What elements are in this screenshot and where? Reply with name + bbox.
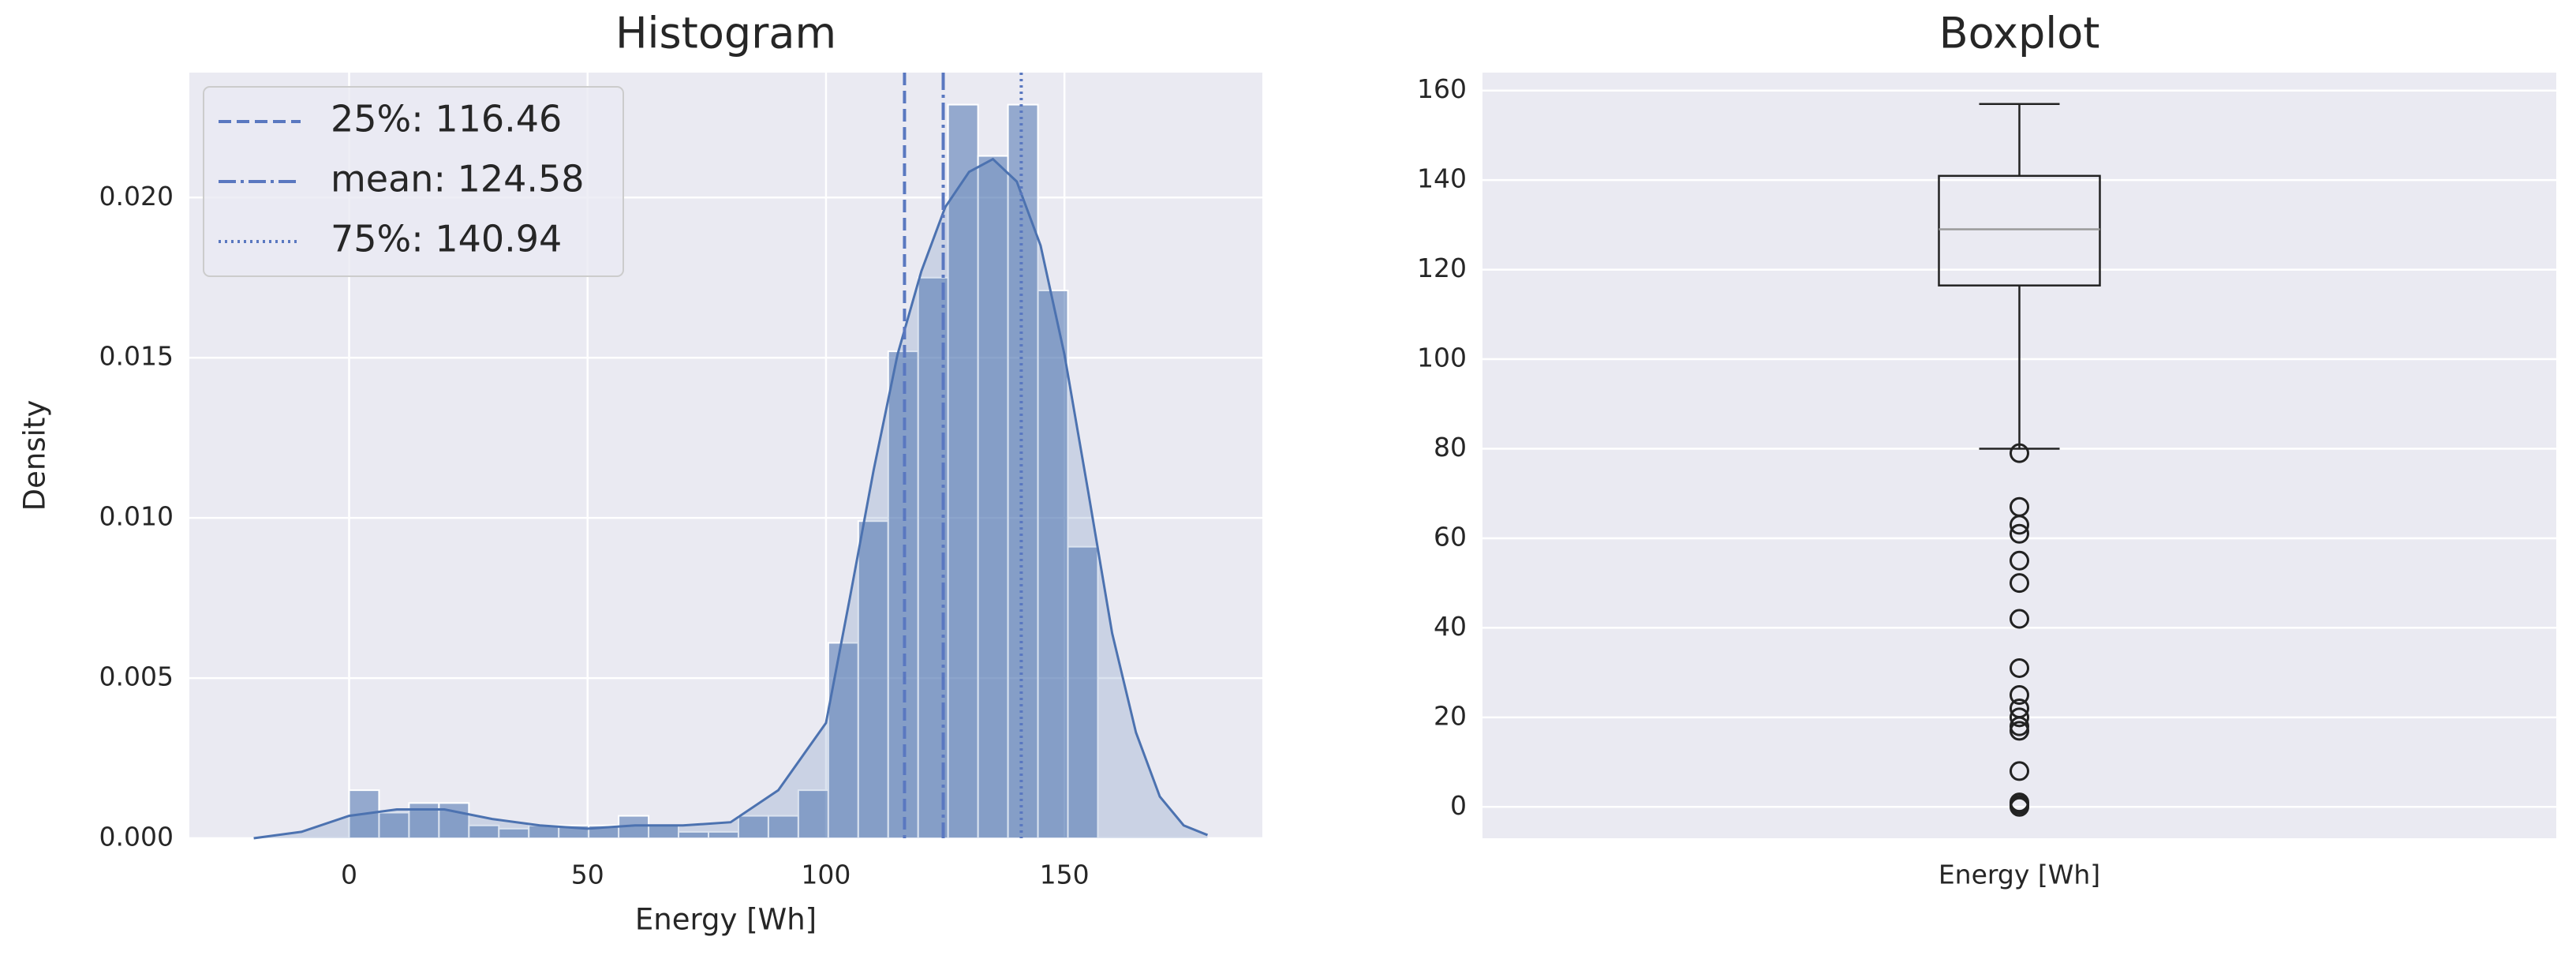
y-tick-label: 140 [1417,163,1467,194]
y-tick-label: 100 [1417,343,1467,373]
histogram-bar [827,642,859,839]
y-tick-label: 0.010 [99,501,174,532]
histogram-bar [737,815,769,840]
outlier [2010,523,2029,544]
y-axis-label: Density [18,400,52,511]
y-tick-label: 0.020 [99,181,174,212]
kde-line [253,157,1209,840]
histogram-bar [887,350,919,839]
y-tick-label: 20 [1434,700,1467,731]
histogram-bar [378,811,410,839]
x-tick-label: 0 [341,860,357,890]
y-tick-label: 80 [1434,432,1467,463]
outlier [2010,721,2029,741]
outlier [2010,796,2029,817]
legend-label: 25%: 116.46 [331,98,562,140]
histogram-bar [797,789,829,839]
histogram-bar [1067,545,1099,839]
histogram-bar [1037,289,1069,839]
outlier [2010,707,2029,728]
outlier [2010,550,2029,571]
outlier [2010,443,2029,463]
outlier [2010,684,2029,705]
y-tick-label: 120 [1417,253,1467,283]
histogram-bar [977,155,1009,839]
x-tick-label: 100 [801,860,851,890]
y-tick-label: 60 [1434,521,1467,552]
histogram-bar [857,520,889,840]
kde-area [253,159,1208,838]
legend-box [203,86,624,277]
x-tick-label: 50 [571,860,604,890]
x-axis-label: Energy [Wh] [635,903,817,937]
y-tick-label: 160 [1417,73,1467,104]
legend-label: 75%: 140.94 [331,218,562,260]
plot-area [1482,73,2556,838]
legend-label: mean: 124.58 [331,158,585,200]
outlier [2010,609,2029,629]
outlier [2010,657,2029,678]
y-tick-label: 0.000 [99,822,174,852]
box [1938,174,2101,287]
outlier [2010,761,2029,781]
chart-title: Histogram [615,9,836,58]
outlier [2010,515,2029,535]
y-tick-label: 0 [1450,790,1467,821]
chart-title: Boxplot [1939,9,2100,58]
y-tick-label: 40 [1434,611,1467,642]
x-tick-label: Energy [Wh] [1939,860,2100,890]
outlier [2010,573,2029,594]
y-tick-label: 0.015 [99,341,174,372]
x-tick-label: 150 [1040,860,1090,890]
histogram-bar [767,815,799,840]
y-tick-label: 0.005 [99,661,174,692]
